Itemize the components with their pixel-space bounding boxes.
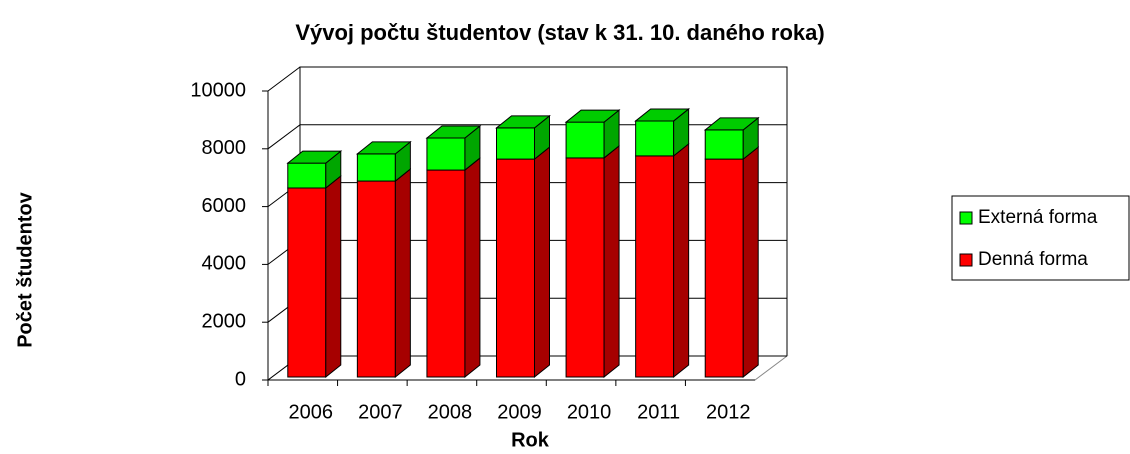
bar-top <box>634 108 691 122</box>
legend-box <box>951 195 1130 281</box>
y-axis-label: Počet študentov <box>14 191 36 347</box>
chart-title: Vývoj počtu študentov (stav k 31. 10. da… <box>295 20 824 45</box>
bar-top <box>286 150 343 164</box>
y-tick-label: 0 <box>235 368 246 390</box>
bar-top <box>495 115 551 129</box>
bar-front <box>287 187 327 378</box>
x-tick-label: 2007 <box>358 401 403 423</box>
y-tick-label: 6000 <box>202 195 247 217</box>
bar-front <box>565 121 605 159</box>
y-tick-label: 10000 <box>190 79 246 101</box>
bar-front <box>635 120 675 157</box>
y-tick-label: 2000 <box>202 310 247 332</box>
x-tick-label: 2012 <box>706 401 751 423</box>
bar-front <box>426 137 466 171</box>
bar-side <box>464 157 481 379</box>
bar-front <box>565 157 605 378</box>
y-tick-label: 4000 <box>202 253 247 275</box>
bar-front <box>287 162 327 189</box>
bar-front <box>356 153 396 182</box>
bar-top <box>564 109 621 123</box>
x-tick-label: 2010 <box>567 401 612 423</box>
legend-label: Externá forma <box>978 207 1098 228</box>
bar-top <box>355 141 412 155</box>
legend-swatch <box>959 253 973 267</box>
bar-side <box>394 168 411 379</box>
bar-top <box>425 125 482 139</box>
bar-front <box>635 155 675 378</box>
grid-line <box>267 124 301 150</box>
bar-front <box>496 127 535 160</box>
bar-side <box>603 144 620 379</box>
bar-side <box>534 146 550 379</box>
legend-label: Denná forma <box>978 249 1088 270</box>
y-tick-label: 8000 <box>202 137 247 159</box>
x-tick-label: 2011 <box>637 401 680 423</box>
grid-line <box>267 66 301 92</box>
bar-front <box>704 129 744 160</box>
bar-front <box>704 158 744 378</box>
x-tick-label: 2008 <box>428 401 473 423</box>
bar-side <box>742 146 759 379</box>
x-tick-label: 2009 <box>497 401 542 423</box>
legend-swatch <box>959 211 973 225</box>
bar-front <box>356 180 396 378</box>
bar-side <box>673 142 690 379</box>
bar-front <box>426 169 466 378</box>
bar-top <box>703 117 760 131</box>
bar-front <box>496 158 535 378</box>
x-tick-label: 2006 <box>289 401 334 423</box>
bar-side <box>325 174 342 379</box>
x-axis-label: Rok <box>511 429 550 451</box>
